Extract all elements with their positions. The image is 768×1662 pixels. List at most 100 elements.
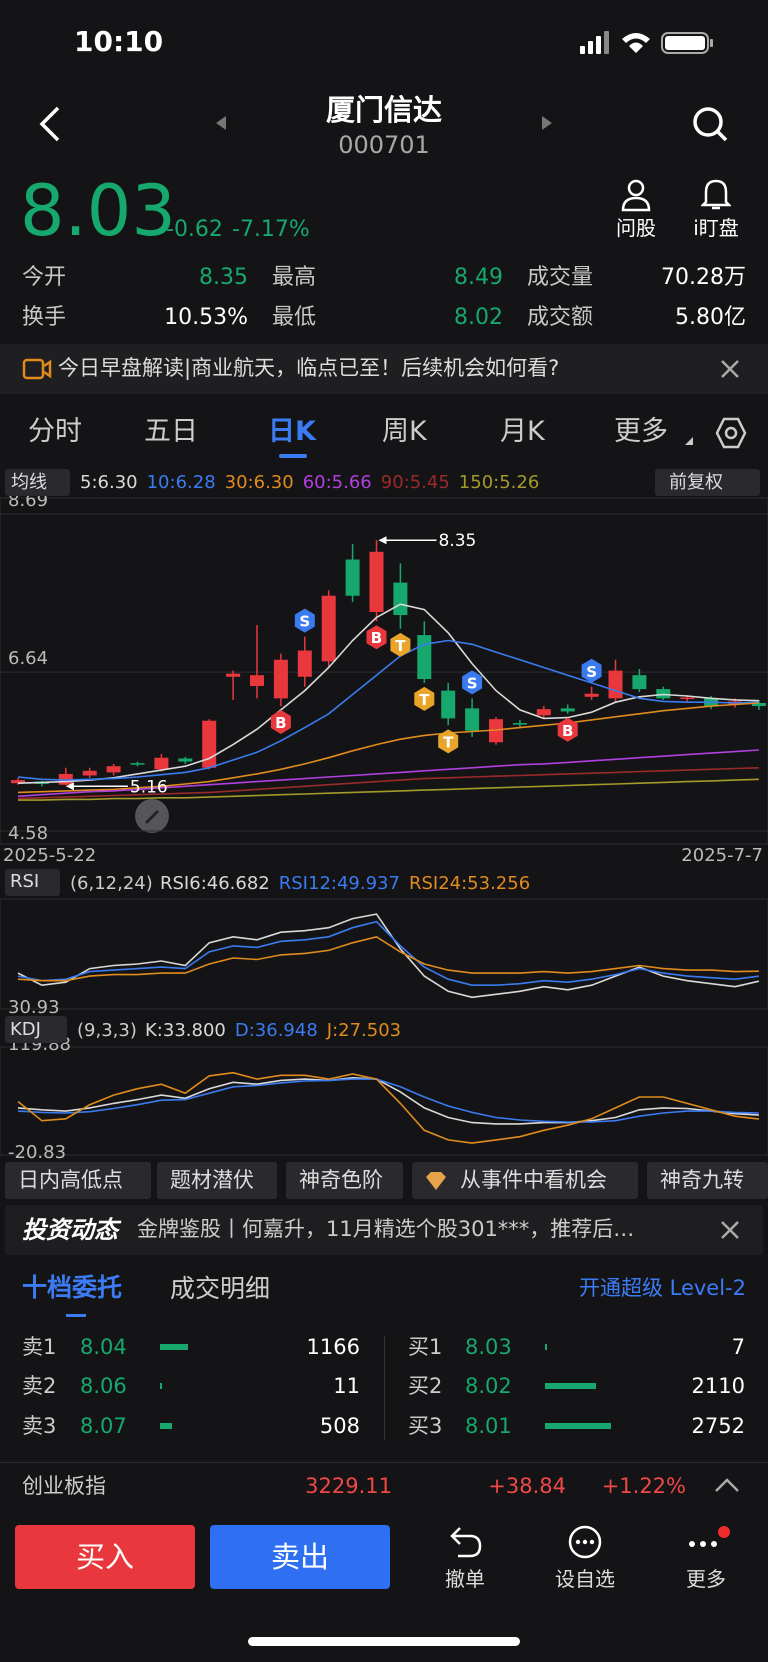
cancel-icon[interactable] [448, 1524, 484, 1560]
ma-button-label[interactable]: 均线 [11, 472, 47, 493]
tool-button[interactable] [647, 1162, 768, 1199]
legend-entry: 60:5.66 [302, 472, 372, 493]
expand-button[interactable] [714, 1477, 740, 1495]
order-volume-bar [545, 1423, 612, 1429]
signal-label: B [562, 722, 573, 740]
order-label: 卖1 [22, 1335, 57, 1359]
order-price: 8.04 [80, 1335, 127, 1359]
tool-label[interactable]: 神奇九转 [660, 1168, 744, 1192]
indicator-line [17, 603, 759, 784]
watch-label[interactable]: i盯盘 [693, 216, 739, 240]
legend-entry: RSI6:46.682 [160, 873, 270, 894]
back-button[interactable] [36, 104, 66, 144]
tool-label[interactable]: 神奇色阶 [299, 1168, 383, 1192]
news-close[interactable] [719, 1219, 741, 1241]
settings-button[interactable] [714, 416, 748, 450]
rsi-frame [0, 898, 768, 1010]
order-volume: 2752 [691, 1414, 745, 1438]
quote-value: 8.35 [199, 265, 248, 290]
sell-button[interactable] [210, 1525, 390, 1589]
signal-badge [462, 670, 483, 695]
prev-stock[interactable] [214, 114, 228, 132]
candle-body [273, 659, 288, 699]
candle-body [106, 766, 121, 773]
tab[interactable]: 更多 [614, 416, 668, 447]
search-button[interactable] [690, 104, 730, 144]
kdj-button[interactable] [5, 1016, 67, 1043]
tool-label[interactable]: 题材潜伏 [170, 1168, 254, 1192]
indicator-line [17, 1076, 759, 1125]
rsi-button[interactable] [5, 869, 60, 896]
max-arrow-head [378, 536, 387, 545]
order-label: 买1 [408, 1335, 443, 1359]
indicator-line [17, 1078, 759, 1123]
candle-body [321, 595, 336, 662]
divider [0, 1462, 768, 1463]
tab[interactable]: 五日 [144, 416, 198, 447]
more-label[interactable]: 更多 [686, 1567, 726, 1591]
news-text[interactable]: 金牌鉴股丨何嘉升，11月精选个股301***，推荐后… [137, 1217, 635, 1241]
candle-body [680, 697, 695, 700]
legend-entry: RSI24:53.256 [408, 873, 531, 894]
tab[interactable]: 分时 [28, 416, 82, 447]
order-tab-active[interactable]: 十档委托 [22, 1273, 123, 1302]
order-tab[interactable]: 成交明细 [170, 1274, 271, 1303]
tab-more-arrow [685, 437, 693, 445]
min-label: 5.16 [130, 777, 168, 797]
kdj-button-label[interactable]: KDJ [10, 1019, 41, 1040]
price-change-pct: -7.17% [232, 217, 310, 242]
tab[interactable]: 周K [382, 416, 427, 447]
next-stock[interactable] [540, 114, 554, 132]
diamond-icon [426, 1172, 446, 1190]
order-label: 买3 [408, 1414, 443, 1438]
order-volume-bar [160, 1383, 162, 1389]
sell-label[interactable]: 卖出 [270, 1540, 329, 1574]
signal-badge [438, 729, 459, 754]
tool-button[interactable] [412, 1162, 638, 1199]
more-icon[interactable] [686, 1524, 732, 1560]
rsi-button-label[interactable]: RSI [10, 871, 40, 892]
legend-entry: 150:5.26 [458, 472, 540, 493]
candle-body [130, 763, 145, 765]
cancel-label[interactable]: 撤单 [445, 1567, 485, 1591]
order-volume: 508 [319, 1414, 360, 1438]
signal-badge [581, 658, 602, 683]
candle-body [297, 650, 312, 677]
adjust-button-label[interactable]: 前复权 [669, 472, 723, 493]
buy-label[interactable]: 买入 [75, 1540, 134, 1574]
news-bar[interactable] [5, 1205, 763, 1255]
banner-close[interactable] [719, 358, 741, 380]
order-volume: 1166 [306, 1335, 360, 1359]
candle-body [82, 770, 97, 776]
tool-label[interactable]: 从事件中看机会 [460, 1168, 607, 1192]
tab[interactable]: 月K [500, 416, 545, 447]
legend-entry: D:36.948 [234, 1020, 318, 1041]
quote-value: 10.53% [164, 305, 248, 330]
adjust-button[interactable] [655, 469, 760, 496]
legend-entry: 10:6.28 [146, 472, 216, 493]
buy-button[interactable] [15, 1525, 195, 1589]
indicator-line [17, 749, 759, 798]
tab-active[interactable]: 日K [268, 416, 316, 447]
watchlist-label[interactable]: 设自选 [555, 1567, 615, 1591]
candle-body [560, 708, 575, 712]
banner[interactable] [0, 344, 768, 394]
tab-underline [279, 454, 307, 458]
tool-button[interactable] [157, 1162, 277, 1199]
tool-label[interactable]: 日内高低点 [18, 1168, 123, 1192]
tool-button[interactable] [286, 1162, 403, 1199]
legend-entry: 90:5.45 [380, 472, 450, 493]
ma-button[interactable] [5, 469, 70, 496]
ask-label[interactable]: 问股 [616, 216, 656, 240]
signal-badge [414, 686, 435, 711]
ask-icon[interactable] [620, 178, 652, 212]
tool-button[interactable] [5, 1162, 151, 1199]
order-volume-bar [160, 1423, 173, 1429]
watchlist-icon[interactable] [567, 1524, 603, 1560]
level2-link[interactable]: 开通超级 Level-2 [578, 1276, 746, 1300]
signal-label: S [299, 613, 310, 631]
banner-text[interactable]: 今日早盘解读|商业航天，临点已至！后续机会如何看? [58, 356, 560, 380]
watch-icon[interactable] [701, 178, 731, 212]
